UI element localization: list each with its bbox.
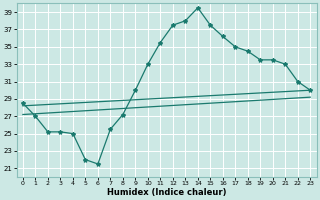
X-axis label: Humidex (Indice chaleur): Humidex (Indice chaleur)	[107, 188, 226, 197]
